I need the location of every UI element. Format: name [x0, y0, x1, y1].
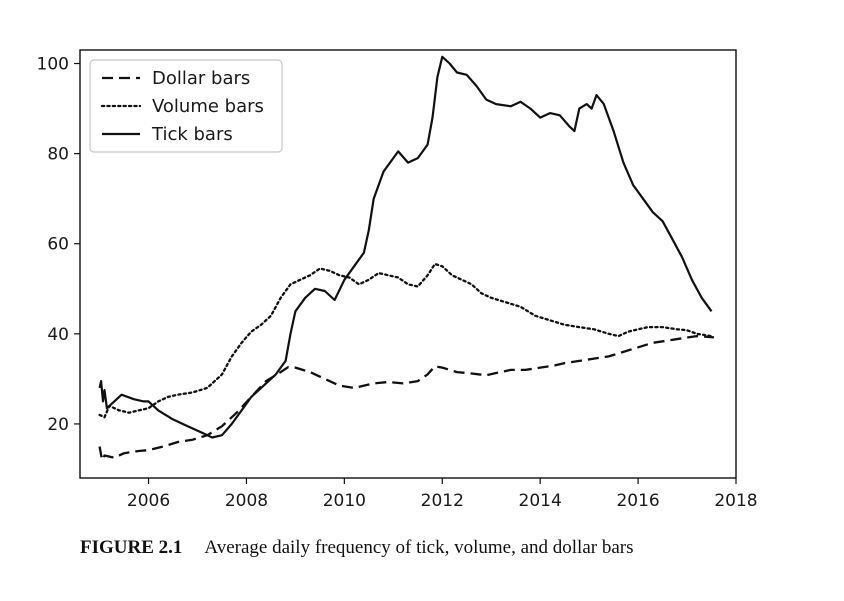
figure-number: FIGURE 2.1 — [80, 537, 183, 558]
x-tick-label: 2016 — [616, 491, 659, 511]
y-tick-label: 80 — [47, 145, 69, 165]
legend-box — [89, 59, 283, 153]
legend: Dollar bars Volume bars Tick bars — [89, 59, 283, 153]
figure-caption-text: Average daily frequency of tick, volume,… — [204, 537, 634, 558]
series-line-volume-bars — [98, 262, 713, 419]
x-tick-label: 2008 — [225, 491, 268, 511]
legend-label: Dollar bars — [152, 68, 250, 89]
plot-frame — [79, 49, 737, 479]
legend-label: Tick bars — [151, 124, 233, 145]
x-tick-label: 2018 — [714, 491, 757, 511]
ticks-layer: 2006 2008 2010 2012 2014 2016 2018 20 40 60 80 100 — [37, 55, 758, 511]
series-layer — [98, 55, 715, 462]
y-tick-label: 40 — [47, 325, 69, 345]
y-tick-label: 60 — [47, 235, 69, 255]
series-line-dollar-bars — [98, 334, 715, 462]
x-tick-label: 2010 — [323, 491, 366, 511]
legend-label: Volume bars — [152, 96, 264, 117]
y-tick-label: 100 — [37, 55, 69, 75]
series-line-tick-bars — [98, 55, 713, 439]
x-tick-label: 2006 — [127, 491, 170, 511]
x-tick-label: 2014 — [519, 491, 562, 511]
figure-caption: FIGURE 2.1 Average daily frequency of tic… — [80, 537, 634, 559]
y-tick-label: 20 — [47, 415, 69, 435]
x-tick-label: 2012 — [421, 491, 464, 511]
